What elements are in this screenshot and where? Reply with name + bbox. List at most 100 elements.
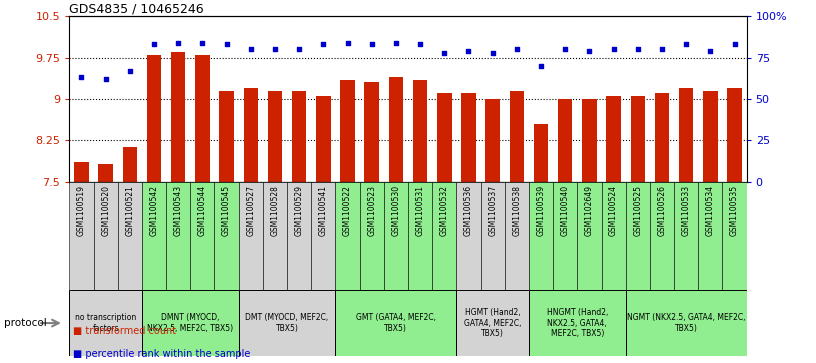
Bar — [626, 182, 650, 290]
Bar — [509, 91, 524, 182]
Bar — [582, 99, 596, 182]
Bar — [340, 79, 355, 182]
Text: GSM1100538: GSM1100538 — [512, 185, 521, 236]
Bar — [69, 290, 142, 356]
Text: GSM1100541: GSM1100541 — [319, 185, 328, 236]
Bar — [74, 162, 89, 182]
Point — [148, 41, 161, 47]
Bar — [243, 88, 258, 182]
Bar — [654, 93, 669, 182]
Point — [366, 41, 379, 47]
Point — [534, 63, 548, 69]
Bar — [122, 147, 137, 182]
Bar — [698, 182, 722, 290]
Text: ■ transformed count: ■ transformed count — [73, 326, 176, 336]
Point — [655, 46, 668, 52]
Bar — [171, 52, 185, 181]
Text: GSM1100529: GSM1100529 — [295, 185, 304, 236]
Bar — [287, 182, 311, 290]
Text: GSM1100545: GSM1100545 — [222, 185, 231, 236]
Bar — [142, 182, 166, 290]
Bar — [166, 182, 190, 290]
Point — [389, 40, 402, 46]
Bar — [220, 91, 234, 182]
Bar — [674, 182, 698, 290]
Bar — [481, 182, 505, 290]
Bar — [456, 182, 481, 290]
Point — [341, 40, 354, 46]
Text: GSM1100536: GSM1100536 — [464, 185, 473, 236]
Bar — [292, 91, 306, 182]
Text: GSM1100532: GSM1100532 — [440, 185, 449, 236]
Text: GSM1100524: GSM1100524 — [609, 185, 618, 236]
Text: HGMT (Hand2,
GATA4, MEF2C,
TBX5): HGMT (Hand2, GATA4, MEF2C, TBX5) — [464, 308, 521, 338]
Bar — [94, 182, 118, 290]
Bar — [505, 182, 529, 290]
Point — [220, 41, 233, 47]
Bar — [316, 96, 330, 182]
Bar — [650, 182, 674, 290]
Text: GMT (GATA4, MEF2C,
TBX5): GMT (GATA4, MEF2C, TBX5) — [356, 313, 436, 333]
Bar — [195, 55, 210, 182]
Bar — [413, 79, 428, 182]
Point — [268, 46, 282, 52]
Bar — [529, 290, 626, 356]
Point — [123, 68, 136, 74]
Text: GSM1100531: GSM1100531 — [415, 185, 424, 236]
Bar — [118, 182, 142, 290]
Text: GSM1100522: GSM1100522 — [343, 185, 352, 236]
Bar — [215, 182, 238, 290]
Point — [244, 46, 257, 52]
Point — [196, 40, 209, 46]
Text: GSM1100535: GSM1100535 — [730, 185, 739, 236]
Bar — [703, 91, 717, 182]
Point — [414, 41, 427, 47]
Text: GSM1100521: GSM1100521 — [126, 185, 135, 236]
Text: GSM1100528: GSM1100528 — [270, 185, 279, 236]
Point — [704, 48, 717, 54]
Point — [583, 48, 596, 54]
Bar — [727, 88, 742, 182]
Bar — [263, 182, 287, 290]
Bar — [190, 182, 215, 290]
Text: GSM1100525: GSM1100525 — [633, 185, 642, 236]
Point — [510, 46, 523, 52]
Bar — [534, 124, 548, 182]
Bar — [69, 182, 94, 290]
Point — [75, 74, 88, 80]
Text: DMT (MYOCD, MEF2C,
TBX5): DMT (MYOCD, MEF2C, TBX5) — [246, 313, 329, 333]
Text: HNGMT (Hand2,
NKX2.5, GATA4,
MEF2C, TBX5): HNGMT (Hand2, NKX2.5, GATA4, MEF2C, TBX5… — [547, 308, 608, 338]
Text: GSM1100534: GSM1100534 — [706, 185, 715, 236]
Point — [607, 46, 620, 52]
Bar — [437, 93, 451, 182]
Point — [632, 46, 645, 52]
Point — [99, 76, 112, 82]
Text: GSM1100519: GSM1100519 — [77, 185, 86, 236]
Text: ■ percentile rank within the sample: ■ percentile rank within the sample — [73, 349, 251, 359]
Text: GSM1100537: GSM1100537 — [488, 185, 497, 236]
Bar — [679, 88, 694, 182]
Bar — [631, 96, 645, 182]
Point — [486, 50, 499, 56]
Bar — [99, 164, 113, 182]
Point — [317, 41, 330, 47]
Text: GDS4835 / 10465246: GDS4835 / 10465246 — [69, 2, 204, 15]
Text: GSM1102649: GSM1102649 — [585, 185, 594, 236]
Text: GSM1100539: GSM1100539 — [537, 185, 546, 236]
Bar — [365, 82, 379, 182]
Bar — [461, 93, 476, 182]
Bar — [408, 182, 432, 290]
Text: GSM1100543: GSM1100543 — [174, 185, 183, 236]
Bar — [147, 55, 162, 182]
Bar — [142, 290, 238, 356]
Text: GSM1100540: GSM1100540 — [561, 185, 570, 236]
Bar — [238, 182, 263, 290]
Bar — [486, 99, 500, 182]
Bar — [335, 290, 456, 356]
Point — [680, 41, 693, 47]
Text: GSM1100544: GSM1100544 — [198, 185, 207, 236]
Text: protocol: protocol — [4, 318, 47, 328]
Text: GSM1100533: GSM1100533 — [681, 185, 690, 236]
Point — [728, 41, 741, 47]
Text: NGMT (NKX2.5, GATA4, MEF2C,
TBX5): NGMT (NKX2.5, GATA4, MEF2C, TBX5) — [627, 313, 746, 333]
